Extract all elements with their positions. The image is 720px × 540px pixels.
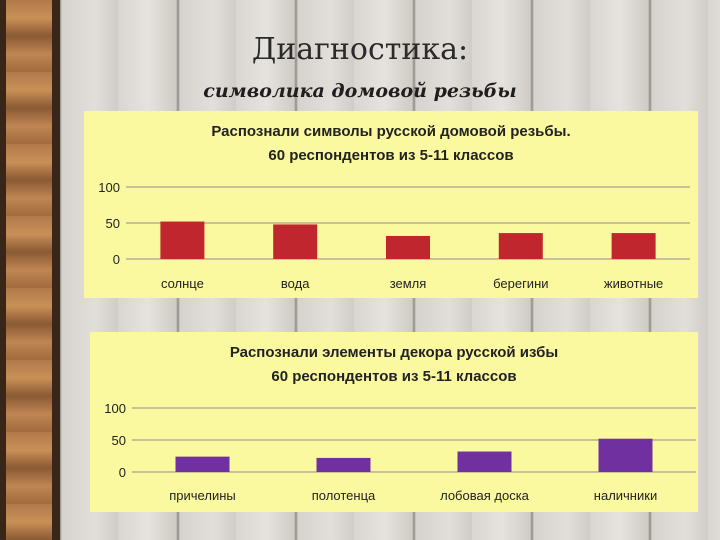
bar-5 [611, 233, 656, 259]
bar-2 [273, 224, 318, 259]
chart-subtitle: 60 респондентов из 5-11 классов [271, 368, 517, 385]
x-category-label: лобовая доска [440, 488, 530, 503]
bar-4 [498, 233, 543, 259]
chart-panel-decor: Распознали элементы декора русской избы … [90, 332, 698, 512]
chart-panel-symbols: Распознали символы русской домовой резьб… [84, 111, 698, 298]
bar-3 [457, 451, 512, 472]
x-category-label: причелины [169, 488, 235, 503]
x-category-label: полотенца [312, 488, 376, 503]
bar-chart-symbols: 100 50 0 солнце вода земля берегини животные [98, 180, 690, 291]
y-tick-label: 100 [98, 180, 120, 195]
x-category-label: вода [281, 276, 310, 291]
x-category-label: наличники [594, 488, 657, 503]
bar-3 [386, 235, 430, 259]
y-tick-label: 50 [106, 216, 120, 231]
y-tick-label: 50 [112, 433, 126, 448]
page-subtitle: символика домовой резьбы [203, 80, 517, 102]
bar-chart-decor: 100 50 0 причелины полотенца лобовая доска нал… [104, 401, 696, 503]
y-tick-label: 0 [113, 252, 120, 267]
carving-ornament [6, 0, 52, 540]
y-tick-label: 0 [119, 465, 126, 480]
x-category-label: земля [390, 276, 427, 291]
bar-1 [175, 456, 230, 472]
x-category-label: животные [604, 276, 663, 291]
page-title: Диагностика: [251, 32, 469, 67]
carved-wood-border [0, 0, 60, 540]
y-tick-label: 100 [104, 401, 126, 416]
bar-1 [160, 221, 205, 259]
x-category-label: солнце [161, 276, 204, 291]
chart-title: Распознали элементы декора русской избы [229, 344, 559, 361]
bar-4 [598, 438, 653, 472]
chart-subtitle: 60 респондентов из 5-11 классов [268, 147, 514, 164]
chart-title: Распознали символы русской домовой резьб… [211, 123, 571, 140]
bar-2 [316, 457, 371, 472]
x-category-label: берегини [493, 276, 548, 291]
